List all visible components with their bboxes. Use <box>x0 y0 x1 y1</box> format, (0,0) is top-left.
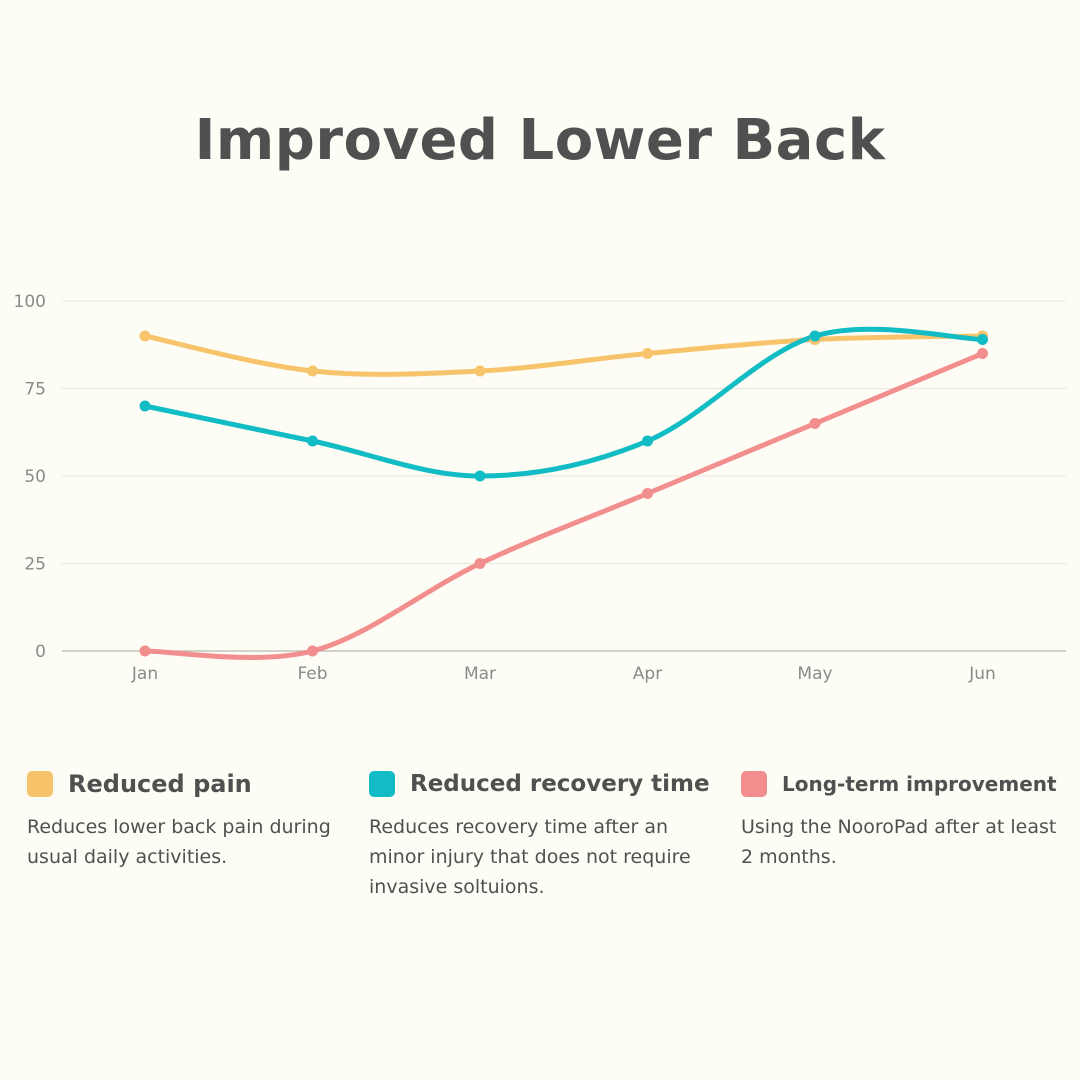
x-tick-label: Jan <box>131 664 158 684</box>
y-tick-label: 25 <box>24 555 46 575</box>
x-axis-ticks: Jan Feb Mar Apr May Jun <box>131 664 996 684</box>
data-point-long-term-improvement-may <box>809 418 821 429</box>
legend-reduced-recovery-time: Reduced recovery time Reduces recovery t… <box>369 768 714 902</box>
series-lines <box>142 326 985 660</box>
data-point-reduced-pain-feb <box>307 365 318 377</box>
data-point-long-term-improvement-apr <box>642 488 653 499</box>
series-points <box>139 330 988 657</box>
data-point-reduced-recovery-time-may <box>809 330 821 342</box>
y-tick-label: 0 <box>35 642 46 662</box>
legend-swatch-reduced-pain <box>27 771 53 797</box>
legend-swatch-reduced-recovery-time <box>369 771 395 797</box>
data-point-long-term-improvement-jan <box>139 645 151 657</box>
data-point-long-term-improvement-jun <box>977 348 988 359</box>
y-axis-ticks: 0 25 50 75 100 <box>14 292 46 662</box>
line-chart: 0 25 50 75 100 Jan Feb Mar Apr May Jun <box>14 292 1066 684</box>
series-line-reduced-recovery-time <box>142 326 985 479</box>
page-title: Improved Lower Back <box>194 108 886 173</box>
x-tick-label: Jun <box>968 664 996 684</box>
legend-desc-long-term-improvement: Using the NooroPad after at least 2 mont… <box>741 816 1057 868</box>
series-line-long-term-improvement <box>142 351 985 660</box>
x-tick-label: Feb <box>297 664 327 684</box>
data-point-reduced-recovery-time-jun <box>977 334 988 345</box>
y-tick-label: 75 <box>24 380 46 400</box>
legend-reduced-pain: Reduced pain Reduces lower back pain dur… <box>27 768 347 872</box>
data-point-reduced-recovery-time-apr <box>642 435 653 447</box>
y-tick-label: 50 <box>24 467 46 487</box>
series-line-reduced-pain <box>142 333 985 377</box>
legend-desc-reduced-pain: Reduces lower back pain during usual dai… <box>27 816 331 868</box>
data-point-reduced-recovery-time-feb <box>307 435 318 447</box>
data-point-reduced-pain-mar <box>474 365 486 377</box>
y-tick-label: 100 <box>14 292 46 312</box>
legend-title-long-term-improvement: Long-term improvement <box>782 772 1057 796</box>
data-point-reduced-recovery-time-jan <box>139 400 151 412</box>
x-tick-label: May <box>797 664 832 684</box>
data-point-reduced-pain-apr <box>642 348 653 359</box>
legend-desc-reduced-recovery-time: Reduces recovery time after an minor inj… <box>369 816 691 898</box>
legend-long-term-improvement: Long-term improvement Using the NooroPad… <box>741 768 1071 872</box>
data-point-long-term-improvement-mar <box>474 558 486 569</box>
legend-swatch-long-term-improvement <box>741 771 767 797</box>
x-tick-label: Apr <box>633 664 662 684</box>
data-point-long-term-improvement-feb <box>307 645 318 657</box>
data-point-reduced-pain-jan <box>139 330 151 342</box>
x-tick-label: Mar <box>464 664 496 684</box>
legend-title-reduced-pain: Reduced pain <box>68 770 252 798</box>
data-point-reduced-recovery-time-mar <box>474 470 486 482</box>
legend-title-reduced-recovery-time: Reduced recovery time <box>410 771 710 797</box>
